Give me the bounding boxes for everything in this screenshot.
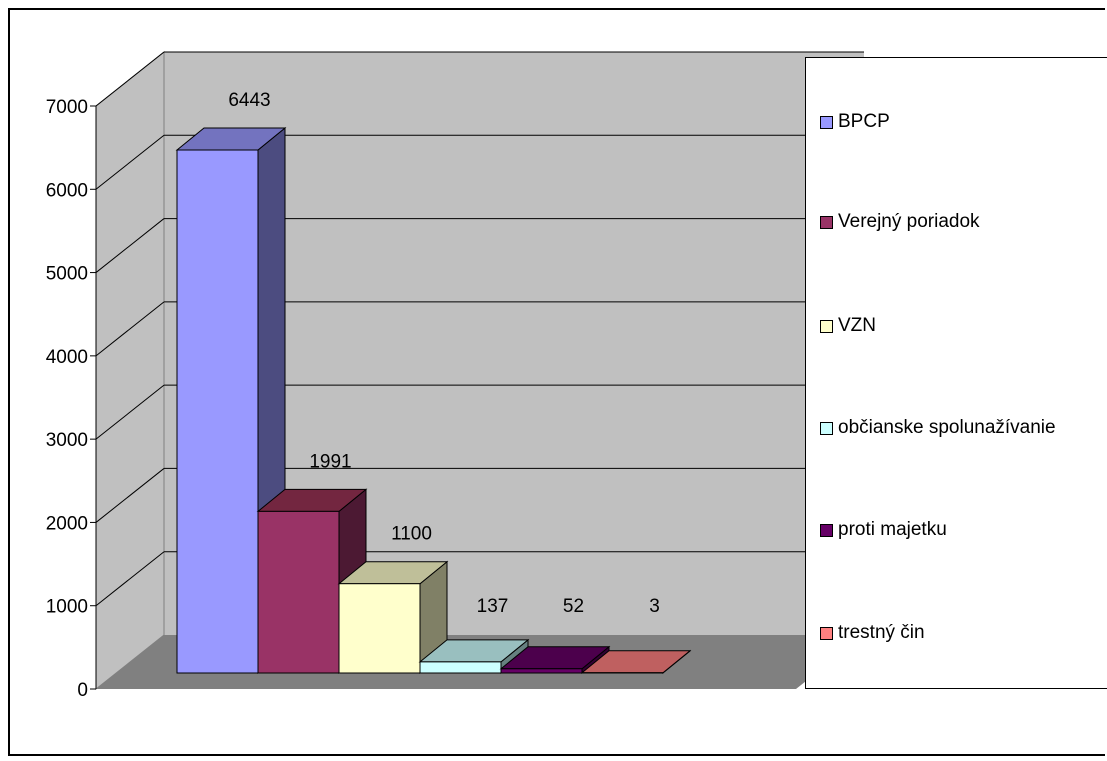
- legend-label: Verejný poriadok: [838, 211, 980, 232]
- data-label: 1100: [391, 524, 432, 545]
- bar-front: [338, 583, 421, 674]
- y-tick-label: 7000: [46, 97, 88, 118]
- bar-front: [419, 661, 502, 674]
- legend-label: proti majetku: [838, 519, 947, 540]
- legend-item: BPCP: [820, 110, 890, 134]
- data-label: 3: [649, 596, 660, 617]
- y-tick-label: 2000: [46, 513, 88, 534]
- bars: [175, 126, 692, 675]
- data-label: 137: [477, 596, 509, 617]
- data-labels: 6443 1991 1100 137 52 3: [228, 90, 659, 617]
- y-tick-label: 4000: [46, 347, 88, 368]
- legend-swatch: [820, 215, 833, 229]
- bar-5: [499, 645, 611, 675]
- legend-swatch: [820, 626, 833, 640]
- legend-label: VZN: [838, 315, 876, 336]
- gridline-side: [95, 218, 165, 273]
- bar-6: [580, 649, 692, 675]
- data-label: 1991: [309, 451, 351, 472]
- legend: BPCP Verejný poriadok VZN občianske spoluna…: [805, 57, 1107, 689]
- y-tick-label: 1000: [46, 597, 88, 618]
- legend-swatch: [820, 115, 833, 129]
- gridline-side: [95, 301, 165, 357]
- legend-label: občianske spolunažívanie: [838, 417, 1056, 438]
- gridline-side: [95, 468, 165, 523]
- y-axis: 0 1000 2000 3000 4000 5000 6000 7000: [46, 97, 97, 701]
- data-label: 6443: [228, 90, 270, 111]
- legend-swatch: [820, 523, 833, 537]
- legend-swatch: [820, 421, 833, 435]
- y-tick-label: 6000: [46, 180, 88, 201]
- legend-item: Verejný poriadok: [820, 210, 980, 234]
- legend-swatch: [820, 319, 833, 333]
- legend-item: VZN: [820, 314, 876, 338]
- bar-front: [176, 149, 259, 674]
- bar-front: [500, 668, 583, 674]
- legend-item: proti majetku: [820, 518, 947, 542]
- legend-label: BPCP: [838, 111, 890, 132]
- data-label: 52: [563, 596, 584, 617]
- bar-front: [257, 510, 340, 674]
- gridline-side: [95, 384, 165, 440]
- gridline-side: [95, 134, 165, 190]
- legend-item: občianske spolunažívanie: [820, 416, 1056, 440]
- y-tick-label: 5000: [46, 264, 88, 285]
- bar-3: [337, 560, 449, 675]
- legend-item: trestný čin: [820, 621, 925, 645]
- gridline-side: [95, 551, 165, 607]
- legend-label: trestný čin: [838, 622, 925, 643]
- y-tick-label: 0: [77, 680, 88, 701]
- gridline-side: [95, 51, 165, 107]
- plot-side-wall: [95, 50, 165, 691]
- y-tick-label: 3000: [46, 430, 88, 451]
